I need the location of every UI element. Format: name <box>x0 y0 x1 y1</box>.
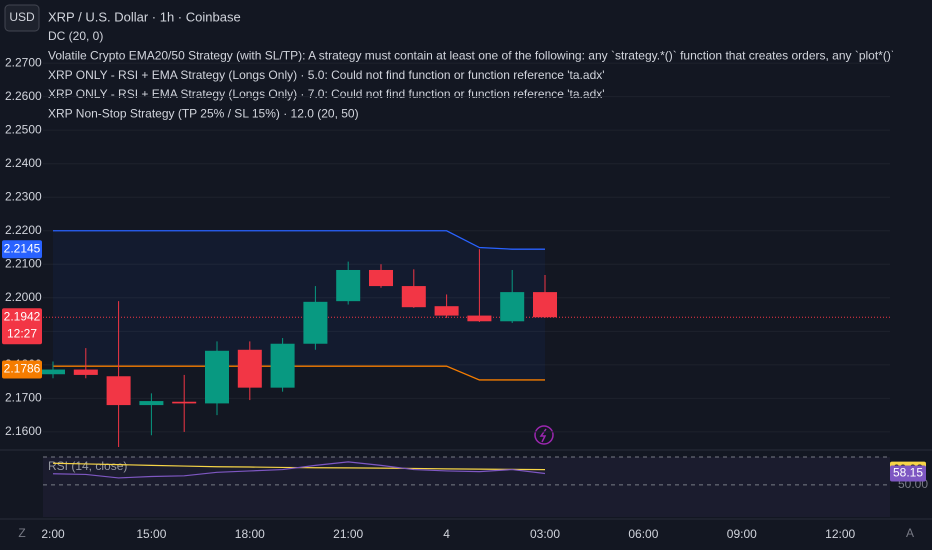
price-label: 2.1942 <box>4 309 41 323</box>
legend-block: XRP / U.S. Dollar · 1h · Coinbase DC (20… <box>48 9 932 120</box>
auto-button[interactable]: A <box>906 526 914 540</box>
candle-body <box>336 269 361 302</box>
candle-body <box>467 315 492 322</box>
indicator-line <box>53 230 545 250</box>
indicator-legend: XRP Non-Stop Strategy (TP 25% / SL 15%) … <box>48 106 359 120</box>
symbol-title: XRP / U.S. Dollar · 1h · Coinbase <box>48 9 241 24</box>
price-countdown: 12:27 <box>7 326 37 340</box>
z-button[interactable]: Z <box>18 526 25 540</box>
alert-icon[interactable] <box>534 425 554 445</box>
y-tick-label: 2.1700 <box>5 391 42 405</box>
candle-body <box>106 376 131 406</box>
x-tick-label: 12:00 <box>825 527 855 541</box>
rsi-value-label: 58.15 <box>893 466 923 480</box>
y-tick-label: 2.1600 <box>5 424 42 438</box>
price-label-box <box>2 360 42 379</box>
indicator-legend: DC (20, 0) <box>48 29 103 43</box>
price-label: 2.2145 <box>4 241 41 255</box>
y-tick-label: 2.2500 <box>5 122 42 136</box>
rsi-band <box>43 456 890 517</box>
channel-fill <box>53 230 545 380</box>
candle-body <box>172 401 197 404</box>
y-tick-label: 2.2400 <box>5 156 42 170</box>
y-tick-label: 2.2700 <box>5 55 42 69</box>
x-tick-label: 03:00 <box>530 527 560 541</box>
candle-body <box>237 349 262 388</box>
y-tick-label: 2.2200 <box>5 223 42 237</box>
candle-body <box>500 292 525 322</box>
currency-button[interactable] <box>4 4 40 32</box>
candle-body <box>533 292 557 318</box>
rsi-line <box>52 461 546 479</box>
candle-body <box>303 301 328 344</box>
x-tick-label: 09:00 <box>727 527 757 541</box>
price-label-box <box>2 240 42 259</box>
indicator-legend: Volatile Crypto EMA20/50 Strategy (with … <box>48 48 932 62</box>
candle-body <box>139 401 164 406</box>
candle-body <box>205 350 229 404</box>
x-tick-label: 15:00 <box>136 527 166 541</box>
rsi-title: RSI (14, close) <box>48 459 127 473</box>
price-label-box <box>2 308 42 345</box>
candle-body <box>73 369 98 375</box>
x-tick-label: 18:00 <box>235 527 265 541</box>
candle-body <box>434 306 459 316</box>
x-tick-label: 4 <box>443 527 450 541</box>
candle-body <box>369 269 393 287</box>
x-tick-label: 2:00 <box>41 527 65 541</box>
y-tick-label: 2.2100 <box>5 256 42 270</box>
rsi-value-box <box>890 465 926 482</box>
indicator-legend: XRP ONLY - RSI + EMA Strategy (Longs Onl… <box>48 68 605 82</box>
indicator-line <box>53 365 545 381</box>
price-label: 2.1786 <box>4 362 41 376</box>
currency-label: USD <box>9 10 35 24</box>
indicator-legend: XRP ONLY - RSI + EMA Strategy (Longs Onl… <box>48 87 605 101</box>
y-tick-label: 2.2000 <box>5 290 42 304</box>
candle-body <box>41 369 65 375</box>
x-tick-label: 06:00 <box>628 527 658 541</box>
y-tick-label: 2.2600 <box>5 89 42 103</box>
y-tick-label: 2.2300 <box>5 189 42 203</box>
candle-body <box>401 286 426 308</box>
x-tick-label: 21:00 <box>333 527 363 541</box>
candle-body <box>270 343 295 388</box>
